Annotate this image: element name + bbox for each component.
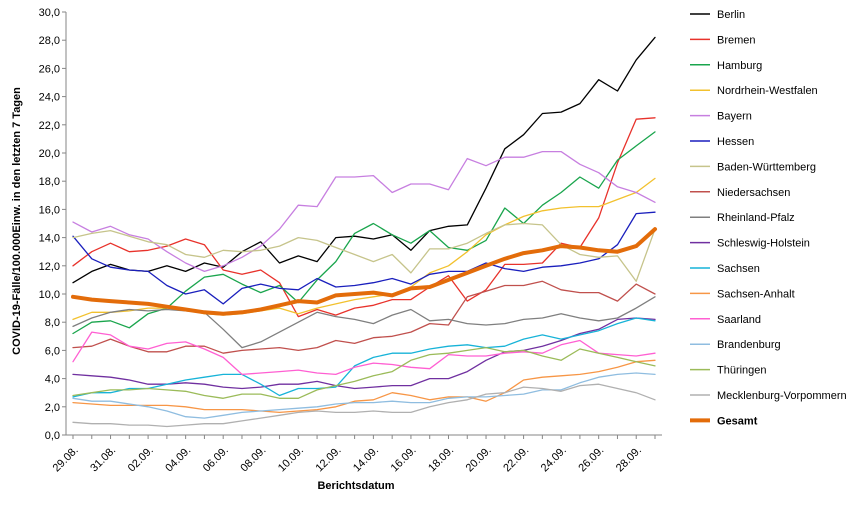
legend-label-baden-württemberg: Baden-Württemberg — [717, 161, 816, 173]
x-axis: 29.08. 31.08. 02.09. 04.09. 06.09. 08.09. 10.0… — [51, 434, 662, 474]
series-line-hamburg — [72, 131, 656, 335]
x-tick-label: 02.09. — [126, 444, 156, 474]
legend-label-nordrhein-westfalen: Nordrhein-Westfalen — [717, 85, 818, 97]
x-tick-label: 29.08. — [51, 444, 81, 474]
y-tick-label: 18,0 — [39, 176, 60, 188]
y-axis: 0,0 2,0 4,0 6,0 8,0 10,0 12,0 14,0 16,0 18,0 20,0 2… — [39, 7, 67, 442]
x-tick-label: 12.09. — [313, 444, 343, 474]
legend-label-saarland: Saarland — [717, 314, 761, 326]
legend-label-schleswig-holstein: Schleswig-Holstein — [717, 238, 810, 250]
x-tick-label: 24.09. — [539, 444, 569, 474]
series-line-sachsen-anhalt — [72, 359, 656, 414]
y-tick-label: 22,0 — [39, 120, 60, 132]
legend-label-berlin: Berlin — [717, 9, 745, 21]
x-tick-label: 14.09. — [351, 444, 381, 474]
x-tick-label: 10.09. — [276, 444, 306, 474]
series-line-hessen — [72, 211, 656, 305]
legend-label-hamburg: Hamburg — [717, 60, 762, 72]
y-tick-label: 28,0 — [39, 35, 60, 47]
legend-label-brandenburg: Brandenburg — [717, 339, 781, 351]
series-line-mecklenburg-vorpommern — [72, 383, 656, 428]
series-line-rheinland-pfalz — [72, 296, 656, 349]
legend-label-bremen: Bremen — [717, 34, 756, 46]
y-tick-label: 6,0 — [45, 345, 60, 357]
y-tick-label: 10,0 — [39, 289, 60, 301]
series-line-bayern — [72, 150, 656, 273]
x-tick-label: 26.09. — [576, 444, 606, 474]
x-tick-label: 31.08. — [88, 444, 118, 474]
series-line-nordrhein-westfalen — [72, 177, 656, 321]
y-axis-label: COVID-19-Fälle/100.000Einw. in den letzt… — [11, 87, 23, 355]
legend: Berlin Bremen Hamburg Nordrhein-Westfalen Ba… — [690, 9, 847, 427]
y-tick-label: 26,0 — [39, 63, 60, 75]
series-line-saarland — [72, 331, 656, 376]
y-tick-label: 4,0 — [45, 374, 60, 386]
series-line-brandenburg — [72, 372, 656, 419]
series-line-sachsen — [72, 317, 656, 398]
series-line-berlin — [72, 36, 656, 284]
series-line-baden-württemberg — [72, 222, 656, 282]
series-line-thüringen — [72, 346, 656, 399]
legend-label-sachsen: Sachsen — [717, 263, 760, 275]
y-tick-label: 8,0 — [45, 317, 60, 329]
x-tick-label: 18.09. — [426, 444, 456, 474]
y-tick-label: 0,0 — [45, 430, 60, 442]
legend-label-mecklenburg-vorpommern: Mecklenburg-Vorpommern — [717, 390, 847, 402]
y-tick-label: 24,0 — [39, 92, 60, 104]
x-tick-label: 16.09. — [389, 444, 419, 474]
y-tick-label: 14,0 — [39, 233, 60, 245]
y-tick-label: 30,0 — [39, 7, 60, 19]
series-lines — [71, 36, 657, 428]
legend-label-sachsen-anhalt: Sachsen-Anhalt — [717, 288, 795, 300]
legend-label-gesamt: Gesamt — [717, 415, 758, 427]
legend-label-bayern: Bayern — [717, 111, 752, 123]
y-tick-label: 2,0 — [45, 402, 60, 414]
legend-label-thüringen: Thüringen — [717, 365, 767, 377]
x-tick-label: 28.09. — [614, 444, 644, 474]
x-tick-label: 06.09. — [201, 444, 231, 474]
y-tick-label: 12,0 — [39, 261, 60, 273]
legend-label-rheinland-pfalz: Rheinland-Pfalz — [717, 212, 795, 224]
x-tick-label: 22.09. — [501, 444, 531, 474]
y-tick-label: 16,0 — [39, 204, 60, 216]
series-line-niedersachsen — [72, 280, 656, 354]
series-line-gesamt — [71, 227, 657, 316]
x-tick-label: 04.09. — [163, 444, 193, 474]
x-tick-label: 20.09. — [464, 444, 494, 474]
legend-label-niedersachsen: Niedersachsen — [717, 187, 790, 199]
x-tick-label: 08.09. — [238, 444, 268, 474]
legend-label-hessen: Hessen — [717, 136, 754, 148]
series-line-bremen — [72, 117, 656, 318]
x-axis-label: Berichtsdatum — [317, 480, 394, 492]
y-tick-label: 20,0 — [39, 148, 60, 160]
